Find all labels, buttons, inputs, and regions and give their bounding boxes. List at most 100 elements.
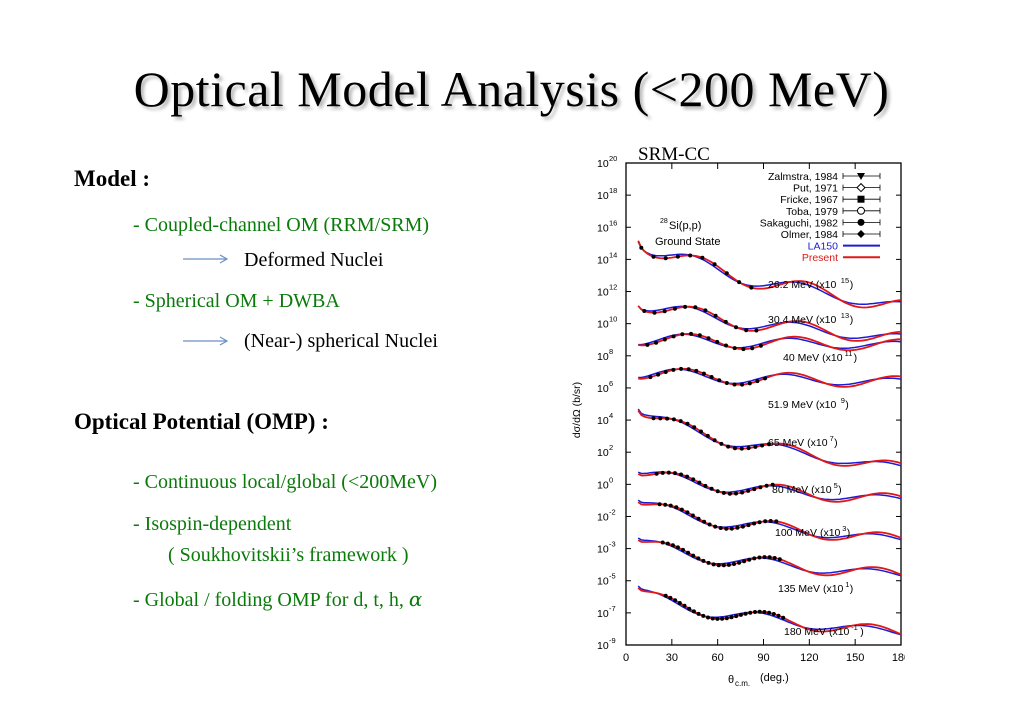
data-point	[720, 616, 725, 621]
energy-label-text: 51.9 MeV (x10	[768, 399, 836, 411]
data-point	[651, 254, 656, 259]
y-tick-exp: 12	[609, 283, 617, 292]
data-point	[758, 343, 763, 348]
data-point	[709, 486, 714, 491]
y-tick-base: 10	[597, 190, 609, 202]
la150-curve	[637, 241, 902, 305]
data-point	[712, 438, 717, 443]
filled-circle-marker	[857, 218, 865, 226]
data-points	[639, 245, 786, 621]
legend-entry: Olmer, 1984	[781, 229, 881, 241]
y-tick-exp: 14	[609, 250, 617, 259]
energy-label-close: )	[850, 279, 854, 291]
data-point	[732, 382, 737, 387]
data-point	[706, 615, 710, 620]
y-tick-exp: 2	[609, 443, 613, 452]
y-tick-exp: 6	[609, 379, 613, 388]
data-point	[726, 562, 731, 567]
data-point	[770, 482, 775, 487]
x-axis-ticks: 0 30 60 90 120 150 180	[623, 163, 905, 664]
reaction-mass: 28	[660, 218, 668, 225]
reaction-label: 28 Si(p,p) Ground State	[655, 218, 720, 248]
data-point	[679, 472, 683, 477]
data-point	[657, 502, 662, 507]
energy-label-exp: 15	[841, 276, 849, 285]
energy-label: 100 MeV (x10 3)	[775, 524, 850, 539]
y-tick-exp: -5	[609, 572, 616, 581]
data-point	[741, 347, 746, 352]
y-tick-base: 10	[597, 222, 609, 234]
bullet-spherical-om: - Spherical OM + DWBA	[133, 290, 340, 312]
data-point	[712, 262, 717, 267]
slide-title: Optical Model Analysis (<200 MeV)	[133, 61, 890, 117]
y-tick-base: 10	[597, 415, 609, 427]
data-point	[656, 372, 661, 377]
data-point	[709, 375, 714, 379]
y-tick-base: 10	[597, 576, 609, 588]
data-point	[762, 610, 767, 614]
data-point	[677, 601, 682, 605]
y-tick-exp: -3	[609, 540, 616, 549]
reaction-name: Si(p,p)	[669, 220, 701, 232]
data-point	[670, 543, 675, 548]
x-axis-label-theta: θ	[728, 674, 734, 686]
x-axis-label-sub: c.m.	[735, 679, 750, 688]
legend-label: Olmer, 1984	[781, 229, 838, 241]
data-point	[762, 555, 767, 560]
data-point	[755, 379, 760, 384]
energy-label: 135 MeV (x10 1)	[778, 580, 853, 595]
data-point	[718, 526, 723, 530]
data-point	[691, 553, 696, 558]
data-point	[697, 480, 702, 485]
data-point	[767, 610, 772, 615]
data-point	[740, 524, 745, 529]
data-point	[776, 613, 781, 618]
data-point	[682, 603, 687, 608]
open-diamond-marker	[856, 182, 866, 193]
data-point	[680, 332, 685, 337]
data-point	[719, 441, 724, 446]
data-point	[732, 346, 737, 351]
data-point	[671, 334, 676, 339]
alpha-symbol: α	[408, 587, 423, 611]
data-point	[642, 309, 647, 313]
data-point	[746, 523, 751, 528]
data-point	[702, 519, 707, 524]
filled-square-marker	[857, 195, 865, 203]
energy-label: 30.4 MeV (x10 13)	[768, 311, 853, 326]
open-circle-marker	[857, 206, 865, 215]
y-tick-label: 10 12	[597, 283, 617, 299]
data-point	[660, 470, 665, 475]
data-point	[742, 559, 747, 564]
y-tick-base: 10	[597, 254, 609, 266]
data-point	[660, 540, 665, 545]
legend-entry: Sakaguchi, 1982	[760, 217, 881, 229]
data-point	[668, 595, 673, 600]
data-point	[678, 419, 683, 424]
data-point	[711, 562, 716, 567]
present-curve	[637, 240, 902, 309]
legend-label: Present	[802, 252, 838, 264]
data-point	[710, 616, 715, 621]
y-tick-label: 10 -5	[597, 572, 616, 588]
x-tick-label: 0	[623, 652, 629, 664]
data-point	[748, 610, 753, 615]
legend-entry: Zalmstra, 1984	[768, 171, 881, 183]
data-point	[701, 613, 706, 618]
legend-label: Zalmstra, 1984	[768, 171, 838, 183]
data-point	[697, 333, 702, 338]
data-point	[679, 366, 683, 371]
data-point	[692, 425, 697, 430]
legend-label: Toba, 1979	[786, 206, 838, 218]
energy-label: 51.9 MeV (x10 9)	[768, 396, 849, 411]
data-point	[734, 491, 738, 496]
data-point	[685, 510, 690, 515]
y-tick-base: 10	[597, 511, 609, 523]
legend-entry: Present	[802, 252, 880, 264]
data-point	[713, 524, 718, 529]
data-point	[674, 505, 679, 510]
data-point	[777, 557, 782, 562]
data-point	[696, 611, 701, 616]
data-point	[672, 471, 677, 476]
data-point	[746, 446, 751, 451]
